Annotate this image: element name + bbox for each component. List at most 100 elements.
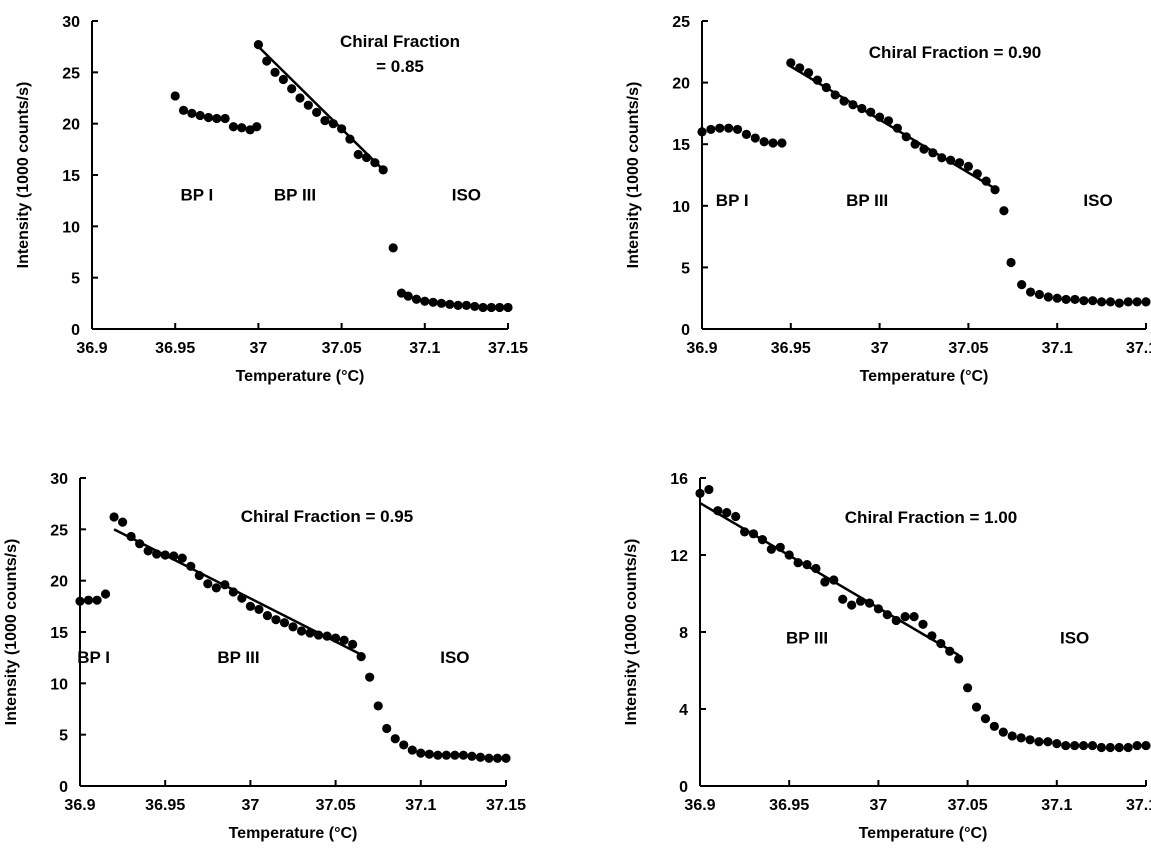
data-point [328, 119, 338, 129]
data-point [936, 638, 946, 649]
data-point [784, 550, 794, 560]
data-point [75, 596, 85, 606]
x-tick-label: 37.1 [1042, 340, 1073, 357]
data-point [883, 116, 894, 126]
y-axis-title: Intensity (1000 counts/s) [623, 539, 640, 726]
y-tick-label: 20 [62, 117, 80, 134]
y-tick-label: 15 [62, 168, 80, 185]
y-axis-title: Intensity (1000 counts/s) [3, 539, 20, 726]
data-point [424, 749, 434, 759]
x-tick-label: 37.05 [948, 797, 988, 814]
data-point [989, 721, 999, 731]
data-point [1096, 742, 1106, 753]
x-tick-label: 37.15 [486, 797, 526, 814]
phase-region-label: ISO [440, 648, 469, 667]
data-point [732, 124, 743, 135]
y-axis-title: Intensity (1000 counts/s) [625, 82, 642, 269]
data-point [998, 727, 1008, 737]
x-axis-title: Temperature (°C) [229, 825, 358, 842]
data-point [109, 512, 119, 522]
data-point [927, 631, 937, 641]
data-point [1061, 740, 1071, 751]
data-point [160, 550, 170, 560]
chart-panel-4: 36.9 36.95 37 37.05 37.1 37.15 0 4 8 12 16 Temperat… [623, 471, 1151, 842]
data-point [470, 301, 480, 312]
x-tick-label: 37.15 [1126, 340, 1151, 357]
x-tick-label: 37.15 [1126, 797, 1151, 814]
data-point [928, 148, 938, 158]
data-point [775, 542, 785, 552]
chiral-fraction-label: Chiral Fraction = 0.90 [869, 43, 1041, 62]
data-point [177, 553, 187, 563]
data-point [910, 139, 920, 149]
data-point [390, 734, 400, 744]
data-point [795, 63, 805, 73]
data-point [811, 563, 821, 574]
data-point [1141, 740, 1151, 751]
data-point [972, 169, 982, 179]
y-tick-label: 0 [71, 322, 80, 339]
data-point [152, 549, 162, 559]
chiral-fraction-label: Chiral Fraction = 0.95 [241, 507, 413, 526]
data-point [388, 243, 398, 253]
data-point [900, 612, 910, 622]
data-point [1006, 257, 1016, 268]
data-point [802, 560, 812, 570]
data-point [288, 622, 298, 632]
phase-region-label: ISO [1060, 629, 1089, 648]
data-point [981, 176, 991, 186]
y-tick-label: 20 [50, 574, 68, 591]
data-point [1114, 742, 1124, 753]
data-point [331, 633, 341, 643]
data-point [1043, 737, 1053, 747]
data-point [262, 610, 273, 621]
data-point [1079, 296, 1089, 306]
data-point [467, 751, 477, 761]
data-point [353, 149, 363, 160]
data-point [194, 570, 204, 581]
chart-panel-2: 36.9 36.95 37 37.05 37.1 37.15 0 5 10 15 20 25 Tempe… [625, 14, 1151, 385]
data-point [237, 123, 247, 133]
data-point [731, 511, 741, 522]
data-point [461, 300, 471, 310]
y-axis-title: Intensity (1000 counts/s) [15, 82, 32, 269]
data-point [1105, 742, 1115, 753]
data-point [416, 748, 426, 758]
data-point [697, 127, 707, 137]
data-point [1088, 296, 1098, 306]
y-tick-label: 0 [679, 779, 688, 796]
data-point [407, 745, 417, 755]
data-point [1007, 731, 1017, 741]
data-point [1034, 737, 1044, 747]
data-point [1017, 280, 1027, 290]
chart-panel-1: 36.9 36.95 37 37.05 37.1 37.15 0 5 10 15 20 25 30 Tem… [15, 14, 528, 385]
data-point [875, 112, 885, 122]
data-point [433, 750, 443, 760]
data-point [1043, 292, 1053, 302]
data-point [909, 612, 919, 622]
data-point [83, 595, 94, 605]
data-point [245, 601, 255, 611]
data-point [724, 123, 734, 133]
x-tick-label: 37 [242, 797, 260, 814]
data-point [848, 100, 858, 110]
chiral-fraction-label: Chiral Fraction [340, 32, 460, 51]
data-point [954, 654, 964, 664]
data-point [1105, 297, 1116, 307]
data-point [475, 752, 486, 762]
data-point [450, 750, 460, 760]
data-point [757, 535, 768, 545]
data-point [838, 594, 848, 604]
data-point [766, 544, 776, 554]
y-tick-label: 0 [681, 322, 690, 339]
x-tick-label: 37.05 [316, 797, 356, 814]
data-point [803, 68, 814, 78]
data-point [220, 580, 230, 590]
data-point [186, 561, 196, 571]
data-point [253, 40, 263, 50]
y-tick-label: 25 [672, 14, 690, 31]
data-point [1078, 740, 1089, 751]
data-point [864, 598, 875, 608]
data-point [436, 298, 447, 308]
chiral-fraction-label: Chiral Fraction = 1.00 [845, 508, 1017, 527]
